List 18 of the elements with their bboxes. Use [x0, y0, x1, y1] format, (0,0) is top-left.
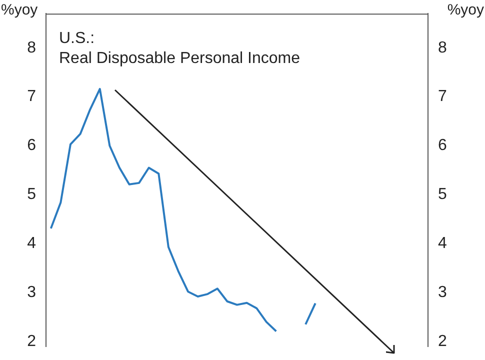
y2-tick-label: 4: [438, 235, 447, 252]
text: U.S.:: [59, 30, 95, 48]
y-tick-label: 5: [27, 186, 36, 204]
y2-tick-label: 8: [438, 39, 447, 56]
text: Real Disposable Personal Income: [59, 50, 300, 68]
y2-tick-label: 2: [438, 332, 447, 350]
y-tick-label: 4: [27, 235, 36, 252]
y-tick-label: 2: [27, 332, 36, 350]
y-tick-label: 8: [27, 39, 36, 56]
y-axis-title: %yoy: [1, 2, 38, 19]
y2-axis-title: %yoy: [447, 2, 484, 19]
y2-tick-label: 7: [438, 88, 447, 106]
y2-tick-label: 6: [438, 137, 447, 154]
y-tick-label: 7: [27, 88, 36, 106]
y-tick-label: 6: [27, 137, 36, 154]
y2-tick-label: 5: [438, 186, 447, 204]
y2-tick-label: 3: [438, 284, 447, 301]
y-tick-label: 3: [27, 284, 36, 301]
